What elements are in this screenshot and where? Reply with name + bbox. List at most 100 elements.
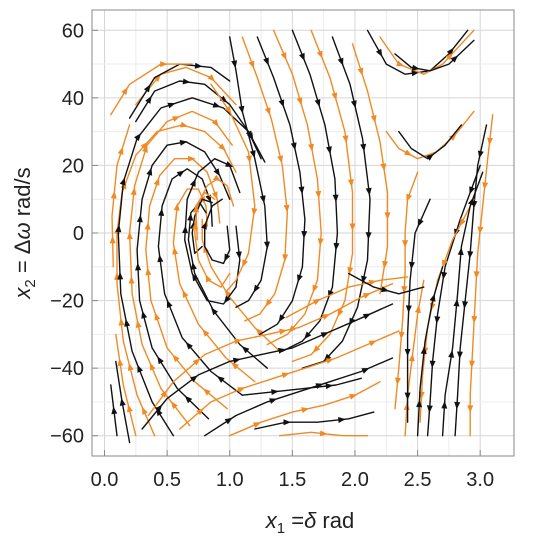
stream-path [210, 83, 256, 292]
stream-arrow [213, 174, 221, 182]
stream-arrow [231, 362, 239, 370]
stream-arrow [349, 393, 358, 400]
stream-arrow [414, 305, 421, 314]
stream-arrow [401, 286, 408, 294]
stream-arrow [350, 100, 357, 109]
stream-arrow [283, 419, 291, 426]
stream-path [254, 411, 375, 430]
stream-arrow [241, 346, 250, 354]
stream-arrow [127, 404, 133, 413]
stream-line-black [135, 139, 231, 420]
stream-arrow [319, 430, 328, 437]
stream-arrow [408, 353, 415, 362]
stream-path [141, 303, 394, 430]
stream-arrow [408, 261, 415, 270]
stream-arrow [278, 314, 286, 323]
stream-line-black [394, 39, 475, 72]
stream-line-orange [279, 430, 369, 437]
stream-path [469, 114, 494, 437]
stream-arrow [264, 107, 271, 116]
stream-arrow [320, 332, 329, 338]
stream-arrow [333, 242, 340, 251]
stream-arrow [450, 55, 459, 63]
stream-path [157, 168, 243, 396]
stream-path [128, 110, 233, 427]
stream-arrow [370, 114, 377, 123]
stream-line-black [201, 198, 231, 265]
stream-arrow [380, 163, 387, 172]
stream-path [241, 36, 288, 322]
stream-line-black [115, 360, 131, 444]
stream-arrow [157, 254, 164, 263]
stream-arrow [216, 375, 225, 383]
stream-arrow [118, 317, 125, 326]
stream-lines [109, 29, 494, 444]
stream-arrow [146, 167, 153, 176]
stream-arrow [234, 338, 243, 345]
stream-arrow [323, 353, 332, 362]
stream-arrow [201, 221, 207, 230]
stream-line-orange [110, 61, 193, 116]
x-tick-label: 0.0 [91, 469, 119, 491]
stream-arrow [213, 168, 221, 177]
stream-arrow [219, 95, 228, 103]
stream-line-black [241, 377, 362, 396]
stream-arrow [361, 368, 370, 374]
stream-arrow [312, 298, 321, 306]
stream-arrow [342, 135, 349, 144]
stream-line-orange [403, 279, 425, 437]
stream-arrow [136, 214, 143, 223]
stream-arrow [212, 101, 221, 108]
stream-arrow [157, 356, 164, 365]
stream-arrow [184, 395, 193, 404]
stream-arrow [459, 218, 466, 227]
stream-path [110, 63, 193, 116]
y-tick-label: 0 [73, 223, 84, 245]
stream-arrow [224, 417, 233, 425]
stream-line-orange [291, 29, 356, 363]
stream-path [136, 141, 231, 420]
stream-arrow [153, 177, 160, 186]
stream-arrow [211, 191, 218, 200]
stream-arrow [297, 274, 303, 283]
stream-arrow [404, 349, 411, 357]
stream-arrow [312, 284, 319, 293]
stream-arrow [316, 50, 323, 59]
stream-arrow [308, 143, 314, 152]
y-tick-label: 20 [62, 155, 84, 177]
stream-arrow [225, 161, 234, 167]
stream-path [441, 171, 484, 437]
stream-arrow [299, 52, 305, 62]
stream-path [147, 283, 394, 417]
stream-arrow [384, 212, 391, 220]
stream-arrow [487, 137, 494, 146]
stream-arrow [172, 246, 179, 255]
stream-path [117, 97, 266, 437]
stream-arrow [160, 61, 168, 68]
stream-arrow [167, 299, 173, 308]
stream-arrow [449, 133, 457, 141]
stream-line-orange [109, 124, 131, 268]
stream-arrow [160, 390, 168, 398]
stream-arrow [467, 405, 474, 413]
stream-line-black [141, 303, 394, 430]
y-tick-label: −60 [50, 426, 84, 448]
stream-path [266, 29, 322, 346]
stream-arrow [467, 251, 474, 259]
stream-arrow [259, 195, 266, 204]
stream-line-orange [385, 110, 475, 160]
stream-arrow [211, 119, 219, 127]
stream-arrow [237, 387, 246, 393]
stream-line-black [348, 272, 425, 295]
stream-line-black [301, 36, 372, 369]
axis-ticks: 0.0 0.5 1.0 1.5 2.0 2.5 3.0 60 40 20 0 −20 −40 −60 [50, 20, 494, 491]
stream-arrow [248, 60, 255, 69]
stream-arrow [394, 377, 401, 386]
stream-line-orange [135, 66, 237, 106]
stream-arrow [298, 186, 305, 195]
y-axis-title: x2 = Δω rad/s [10, 167, 39, 299]
stream-arrow [173, 202, 180, 211]
stream-path [398, 124, 463, 160]
stream-path [116, 124, 237, 437]
